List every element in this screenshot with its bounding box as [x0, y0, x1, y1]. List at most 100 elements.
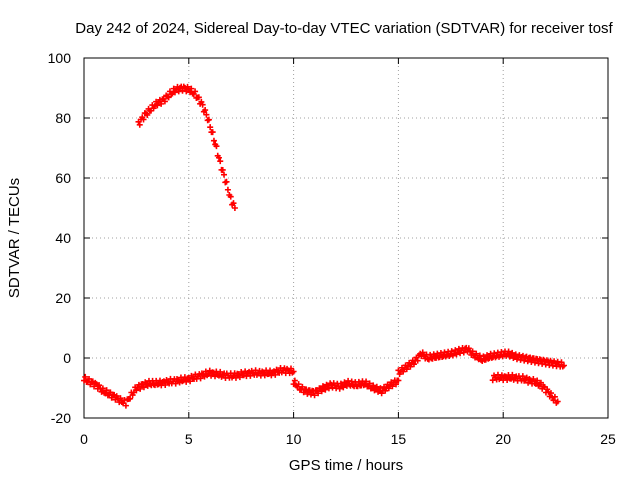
- data-point: [86, 375, 93, 382]
- data-point: [202, 107, 209, 114]
- data-point: [290, 368, 297, 375]
- x-tick-label: 5: [185, 431, 193, 447]
- data-point: [127, 395, 134, 402]
- data-point: [291, 377, 298, 384]
- data-point: [484, 352, 491, 359]
- data-point: [476, 352, 483, 359]
- data-point: [199, 101, 206, 108]
- y-tick-label: 80: [55, 110, 71, 126]
- axis-ticks: [83, 57, 609, 419]
- series-0: [135, 83, 238, 211]
- data-point: [195, 94, 202, 101]
- data-point: [407, 363, 414, 370]
- data-point: [315, 390, 322, 397]
- data-point: [140, 384, 147, 391]
- x-tick-label: 20: [495, 431, 511, 447]
- y-tick-label: 20: [55, 290, 71, 306]
- data-point: [215, 154, 222, 161]
- data-point: [217, 158, 224, 165]
- y-tick-label: -20: [51, 410, 71, 426]
- data-points: [81, 83, 567, 409]
- data-point: [230, 200, 237, 207]
- data-point: [554, 398, 561, 405]
- data-point: [385, 385, 392, 392]
- data-point: [349, 382, 356, 389]
- data-point: [395, 377, 402, 384]
- data-point: [213, 143, 220, 150]
- data-point: [133, 387, 140, 394]
- data-point: [363, 378, 370, 385]
- data-point: [373, 383, 380, 390]
- data-point: [210, 137, 217, 144]
- data-point: [227, 193, 234, 200]
- y-tick-label: 100: [48, 50, 72, 66]
- series-4: [489, 371, 561, 406]
- x-tick-label: 10: [286, 431, 302, 447]
- data-point: [99, 385, 106, 392]
- data-point: [96, 382, 103, 389]
- series-2: [290, 377, 402, 399]
- data-point: [165, 94, 172, 101]
- series-1: [81, 365, 297, 409]
- series-3: [395, 344, 567, 378]
- grid-lines: [84, 58, 608, 418]
- data-point: [389, 383, 396, 390]
- data-point: [378, 390, 385, 397]
- y-tick-label: 40: [55, 230, 71, 246]
- data-point: [207, 124, 214, 131]
- data-point: [154, 102, 161, 109]
- data-point: [224, 186, 231, 193]
- chart-title: Day 242 of 2024, Sidereal Day-to-day VTE…: [75, 20, 613, 37]
- data-point: [547, 390, 554, 397]
- data-point: [82, 373, 89, 380]
- data-point: [231, 205, 238, 211]
- data-point: [551, 393, 558, 400]
- y-tick-labels: -20 0 20 40 60 80 100: [48, 50, 72, 426]
- data-point: [322, 386, 329, 393]
- data-point: [172, 380, 179, 387]
- data-point: [460, 349, 467, 356]
- data-point: [534, 377, 541, 384]
- data-point: [140, 116, 147, 123]
- data-point: [537, 379, 544, 386]
- data-point: [469, 348, 476, 355]
- x-tick-label: 15: [391, 431, 407, 447]
- data-point: [117, 395, 124, 402]
- data-point: [370, 382, 377, 389]
- data-point: [560, 362, 567, 369]
- data-point: [188, 85, 195, 92]
- y-tick-label: 0: [63, 350, 71, 366]
- data-point: [203, 111, 210, 118]
- data-point: [366, 380, 373, 387]
- data-point: [158, 100, 165, 107]
- data-point: [414, 357, 421, 364]
- data-point: [209, 129, 216, 136]
- data-point: [295, 381, 302, 388]
- y-tick-label: 60: [55, 170, 71, 186]
- data-point: [137, 385, 144, 392]
- data-point: [410, 361, 417, 368]
- data-point: [103, 387, 110, 394]
- data-point: [184, 83, 191, 90]
- data-point: [192, 88, 199, 95]
- data-point: [480, 353, 487, 360]
- data-point: [473, 350, 480, 357]
- data-point: [311, 392, 318, 399]
- data-point: [519, 373, 526, 380]
- data-point: [221, 171, 228, 178]
- data-point: [318, 388, 325, 395]
- data-point: [144, 111, 151, 118]
- x-tick-label: 0: [80, 431, 88, 447]
- data-point: [272, 371, 279, 378]
- x-tick-label: 25: [600, 431, 616, 447]
- x-tick-labels: 0 5 10 15 20 25: [80, 431, 616, 447]
- y-axis-label: SDTVAR / TECUs: [6, 178, 23, 298]
- data-point: [219, 166, 226, 173]
- data-point: [558, 359, 565, 366]
- data-point: [122, 402, 129, 409]
- data-point: [505, 348, 512, 355]
- data-point: [197, 375, 204, 382]
- x-axis-label: GPS time / hours: [289, 457, 403, 474]
- plot-frame: [83, 57, 609, 419]
- data-point: [382, 387, 389, 394]
